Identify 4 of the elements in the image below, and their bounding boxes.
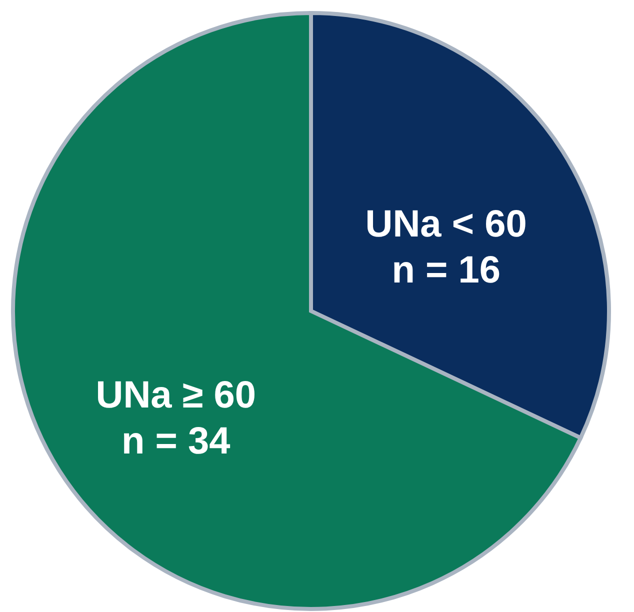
data-label: n = 34 <box>122 420 230 463</box>
data-label: n = 16 <box>392 249 500 292</box>
slice-label: UNa ≥ 60 <box>96 374 256 417</box>
slice-label: UNa < 60 <box>365 203 527 246</box>
